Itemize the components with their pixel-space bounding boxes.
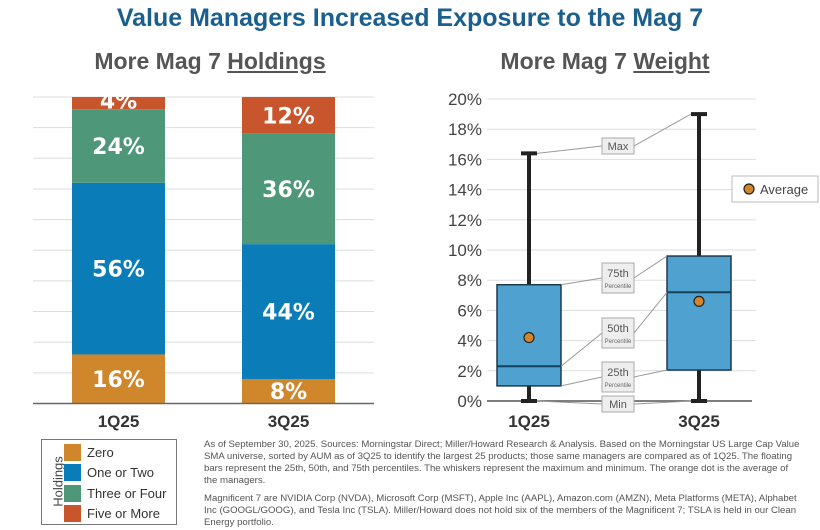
legend-swatch <box>64 464 81 481</box>
data-label: 8% <box>270 380 307 405</box>
annotation-arrow <box>633 369 668 378</box>
y-tick-label: 16% <box>448 150 482 169</box>
annotation-arrow <box>560 277 603 286</box>
left-title-prefix: More Mag 7 <box>94 48 228 74</box>
annotation-arrow <box>560 332 603 367</box>
annotation-box <box>601 262 635 294</box>
page-title: Value Managers Increased Exposure to the… <box>116 4 704 32</box>
annotation-arrow <box>633 291 668 334</box>
right-title-emph: Weight <box>633 48 710 74</box>
bar-segment <box>72 109 165 183</box>
bar-segment <box>242 244 335 379</box>
x-tick-label: 1Q25 <box>508 412 550 431</box>
right-title-prefix: More Mag 7 <box>500 48 634 74</box>
footnote-mag7: Magnificent 7 are NVIDIA Corp (NVDA), Mi… <box>204 493 797 528</box>
box <box>666 255 732 371</box>
annotation-sublabel: Percentile <box>605 383 632 389</box>
y-tick-label: 18% <box>448 120 482 139</box>
annotation-arrow <box>536 145 603 154</box>
y-tick-label: 6% <box>457 301 482 320</box>
annotation-arrow <box>536 400 603 405</box>
bar-segment <box>242 97 335 134</box>
legend-label: Three or Four <box>87 485 167 501</box>
legend-swatch <box>64 484 81 502</box>
average-legend-label: Average <box>760 182 808 197</box>
annotation-label: Min <box>609 399 627 411</box>
footnote-sources: As of September 30, 2025. Sources: Morni… <box>204 439 800 486</box>
annotation-box <box>601 137 635 155</box>
data-label: 16% <box>92 368 145 393</box>
annotation-label: 75th <box>607 268 628 280</box>
legend-item: Five or More <box>64 505 160 523</box>
y-tick-label: 4% <box>457 332 482 351</box>
holdings-legend: Holdings Zero One or Two Three or Four Five… <box>41 439 177 525</box>
annotation-box <box>601 361 635 393</box>
y-tick-label: 12% <box>448 211 482 230</box>
y-tick-label: 2% <box>457 362 482 381</box>
bar-segment <box>242 378 335 404</box>
legend-swatch <box>64 443 81 461</box>
data-label: 12% <box>262 104 315 129</box>
annotation-arrow <box>633 400 692 405</box>
x-tick-label: 3Q25 <box>678 412 720 431</box>
data-label: 56% <box>92 258 145 283</box>
annotation-box <box>601 395 635 413</box>
annotation-arrow <box>633 255 668 279</box>
annotation-arrow <box>560 376 603 387</box>
right-chart-title: More Mag 7 Weight <box>440 48 770 75</box>
bar-segment <box>72 97 165 110</box>
legend-label: Zero <box>87 444 114 460</box>
average-legend-dot <box>743 183 755 195</box>
data-label: 24% <box>92 135 145 160</box>
annotation-arrow <box>633 113 692 147</box>
legend-label: Five or More <box>87 506 160 521</box>
annotation-label: 50th <box>607 323 628 335</box>
bar-segment <box>242 133 335 245</box>
annotation-sublabel: Percentile <box>605 339 632 345</box>
annotation-sublabel: Percentile <box>605 284 632 290</box>
annotation-label: Max <box>608 141 629 153</box>
charts-svg: 16% 56% 24% 4% 1Q25 8% 44% 36% 12% 3Q25 0% 2% 4% 6% 8%… <box>33 89 819 431</box>
data-label: 36% <box>262 178 315 203</box>
left-title-emph: Holdings <box>227 48 326 74</box>
y-tick-label: 8% <box>457 271 482 290</box>
bar-segment <box>72 354 165 404</box>
y-tick-label: 20% <box>448 90 482 109</box>
legend-label: One or Two <box>87 465 154 480</box>
legend-item: Zero <box>64 443 114 461</box>
legend-item: Three or Four <box>64 484 166 502</box>
x-tick-label: 1Q25 <box>98 412 140 431</box>
y-tick-label: 0% <box>457 392 482 411</box>
legend-item: One or Two <box>64 464 154 482</box>
mean-dot <box>523 331 535 344</box>
annotation-label: 25th <box>607 367 628 379</box>
annotation-box <box>601 317 635 349</box>
data-label: 4% <box>100 89 137 114</box>
mean-dot <box>693 295 705 307</box>
legend-swatch <box>64 505 81 522</box>
left-chart-title: More Mag 7 Holdings <box>40 48 380 75</box>
bar-segment <box>72 182 165 355</box>
data-label: 44% <box>262 301 315 326</box>
y-tick-label: 10% <box>448 241 482 260</box>
x-tick-label: 3Q25 <box>268 412 310 431</box>
y-tick-label: 14% <box>448 181 482 200</box>
